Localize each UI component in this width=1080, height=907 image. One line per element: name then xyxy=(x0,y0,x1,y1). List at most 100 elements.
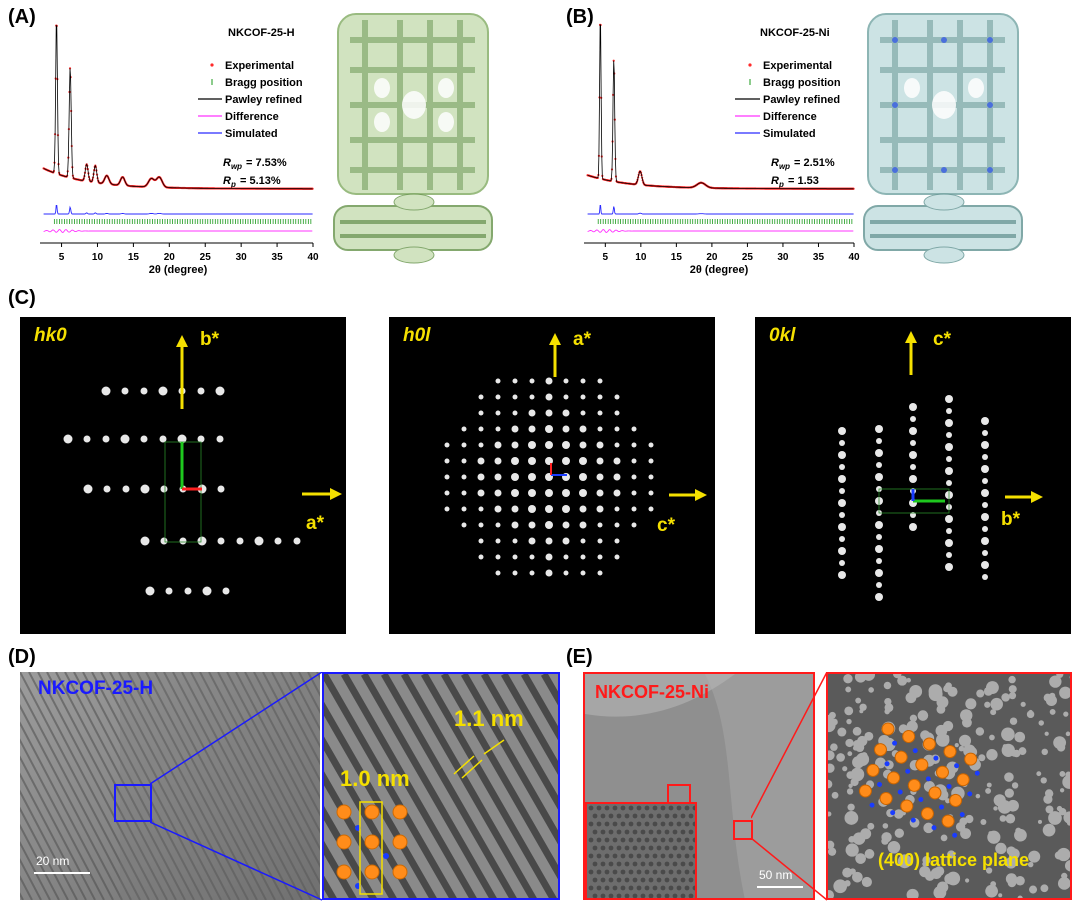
zoom-region-box xyxy=(114,784,152,822)
rwp-symbol: Rwp xyxy=(223,157,242,171)
legend-pawley-label: Pawley refined xyxy=(763,94,840,106)
pawley-curve xyxy=(43,25,313,190)
diffraction-spot xyxy=(461,474,467,480)
diffraction-spot xyxy=(839,440,845,446)
diffraction-spot xyxy=(478,522,484,528)
legend-experimental: Experimental xyxy=(210,60,294,72)
x-tick-label: 35 xyxy=(813,252,825,263)
up-axis-label: b* xyxy=(200,329,219,350)
diffraction-spot xyxy=(120,434,130,444)
xrd-sample-title: NKCOF-25-Ni xyxy=(760,27,830,39)
diffraction-spot xyxy=(461,522,467,528)
diffraction-spot xyxy=(529,378,535,384)
difference-curve xyxy=(43,228,313,233)
diffraction-spot xyxy=(596,441,604,449)
saed-diffraction-spots xyxy=(63,335,342,596)
diffraction-spot xyxy=(184,587,192,595)
diffraction-spot xyxy=(495,538,501,544)
diffraction-spot xyxy=(528,537,536,545)
diffraction-spot xyxy=(444,506,450,512)
structure-model-a xyxy=(333,13,493,264)
diffraction-spot xyxy=(982,454,988,460)
diffraction-spot xyxy=(545,425,553,433)
diffraction-spot xyxy=(545,409,553,417)
diffraction-spot xyxy=(631,506,637,512)
diffraction-spot xyxy=(981,465,989,473)
diffraction-spot xyxy=(512,410,518,416)
diffraction-spot xyxy=(909,523,917,531)
diffraction-spot xyxy=(875,593,883,601)
diffraction-spot xyxy=(597,538,603,544)
scale-bar xyxy=(34,872,90,874)
rp-symbol: Rp xyxy=(223,175,236,189)
diffraction-spot xyxy=(597,410,603,416)
diffraction-spot xyxy=(545,393,553,401)
diffraction-spot xyxy=(478,538,484,544)
diffraction-spot xyxy=(597,554,603,560)
diffraction-spot xyxy=(839,560,845,566)
sample-label: NKCOF-25-Ni xyxy=(595,682,710,702)
diffraction-spot xyxy=(511,457,519,465)
zoom-connector-lines xyxy=(150,672,323,901)
diffraction-spot xyxy=(545,441,553,449)
diffraction-spot xyxy=(945,539,953,547)
x-tick-label: 10 xyxy=(92,252,104,263)
diffraction-spot xyxy=(613,489,621,497)
diffraction-spot xyxy=(215,386,225,396)
rwp-value: = 7.53% xyxy=(246,157,287,169)
diffraction-spot xyxy=(631,426,637,432)
diffraction-spot xyxy=(946,552,952,558)
diffraction-spot xyxy=(478,506,484,512)
diffraction-spot xyxy=(876,558,882,564)
diffraction-spot xyxy=(103,485,111,493)
diffraction-spot xyxy=(511,441,519,449)
diffraction-spot xyxy=(202,586,212,596)
diffraction-spot xyxy=(631,474,637,480)
diffraction-spot xyxy=(580,410,586,416)
diffraction-spot xyxy=(909,427,917,435)
diffraction-spot xyxy=(528,473,536,481)
diffraction-spot xyxy=(910,416,916,422)
diffraction-spot xyxy=(140,435,148,443)
diffraction-spot xyxy=(494,457,502,465)
diffraction-spot xyxy=(528,409,536,417)
diffraction-spot xyxy=(236,537,244,545)
diffraction-spot xyxy=(461,490,467,496)
panel-label-c: (C) xyxy=(8,287,36,309)
diffraction-spot xyxy=(631,522,637,528)
diffraction-spot xyxy=(946,408,952,414)
diffraction-spot xyxy=(562,489,570,497)
diffraction-spot xyxy=(614,506,620,512)
saed-diffraction-spots xyxy=(444,333,707,577)
simulated-curve xyxy=(587,205,854,215)
saed-pattern-h0l: h0l a* c* xyxy=(389,317,715,634)
sample-label: NKCOF-25-H xyxy=(38,678,154,699)
diffraction-spot xyxy=(444,474,450,480)
tem-lattice-fringes xyxy=(20,672,320,900)
diffraction-spot xyxy=(945,395,953,403)
diffraction-spot xyxy=(160,485,168,493)
diffraction-spot xyxy=(839,536,845,542)
scale-bar xyxy=(757,886,803,888)
xrd-plot-b: NKCOF-25-Ni Experimental Bragg position … xyxy=(584,23,860,276)
diffraction-spot xyxy=(579,441,587,449)
tem-zoom-nkcof-25-h: 1.0 nm 1.1 nm xyxy=(322,672,560,900)
legend-bragg-label: Bragg position xyxy=(763,77,841,89)
spacing-label-2: 1.1 nm xyxy=(454,706,524,731)
diffraction-spot xyxy=(579,521,587,529)
x-tick-label: 20 xyxy=(164,252,176,263)
legend-experimental: Experimental xyxy=(748,60,832,72)
lattice-plane-label: (400) lattice plane xyxy=(878,850,1030,870)
diffraction-spot xyxy=(545,377,553,385)
x-tick-label: 35 xyxy=(272,252,284,263)
diffraction-spot xyxy=(613,457,621,465)
legend-simulated-label: Simulated xyxy=(763,128,816,140)
difference-curve xyxy=(587,228,854,233)
diffraction-spot xyxy=(579,505,587,513)
diffraction-spot xyxy=(545,521,553,529)
legend-simulated-label: Simulated xyxy=(225,128,278,140)
xrd-legend: Experimental Bragg position Pawley refin… xyxy=(735,60,841,140)
rp-value: = 1.53 xyxy=(788,175,819,187)
diffraction-spot xyxy=(580,538,586,544)
diffraction-spot xyxy=(563,570,569,576)
